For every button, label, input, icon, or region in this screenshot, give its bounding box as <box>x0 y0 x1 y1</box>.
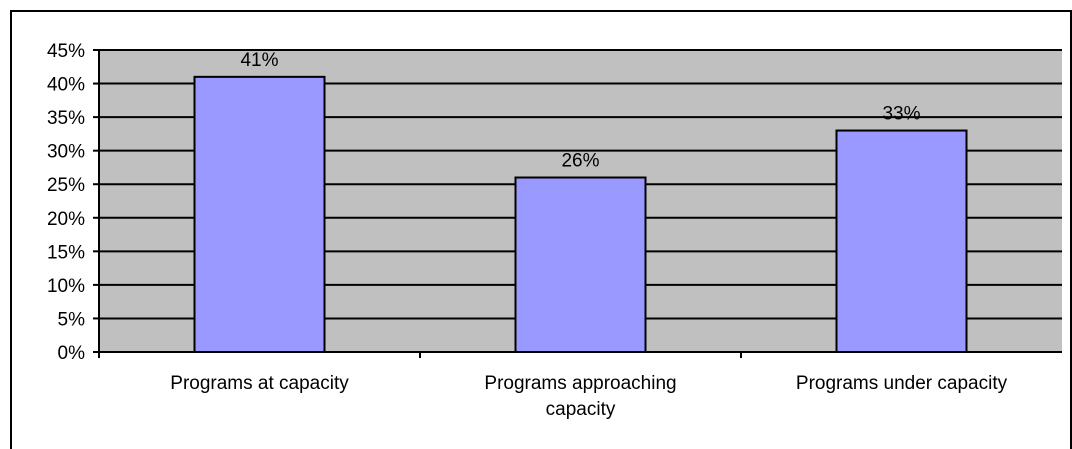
y-tick-label: 10% <box>47 276 85 297</box>
y-tick-label: 15% <box>47 242 85 263</box>
bar <box>514 176 647 353</box>
y-tick-label: 5% <box>58 309 86 330</box>
data-label: 33% <box>882 104 920 125</box>
category-label: Programs at capacity <box>170 373 349 394</box>
y-tick-label: 0% <box>58 343 86 364</box>
data-label: 26% <box>561 151 599 172</box>
bar <box>193 75 326 353</box>
data-label: 41% <box>240 50 278 71</box>
bar <box>835 129 968 353</box>
category-label: Programs approaching <box>484 373 676 394</box>
y-tick-label: 30% <box>47 142 85 163</box>
y-tick-label: 40% <box>47 75 85 96</box>
y-tick-label: 20% <box>47 209 85 230</box>
category-label: capacity <box>546 399 616 420</box>
category-label: Programs under capacity <box>796 373 1008 394</box>
y-tick-label: 35% <box>47 108 85 129</box>
y-tick-label: 45% <box>47 41 85 62</box>
y-tick-label: 25% <box>47 175 85 196</box>
